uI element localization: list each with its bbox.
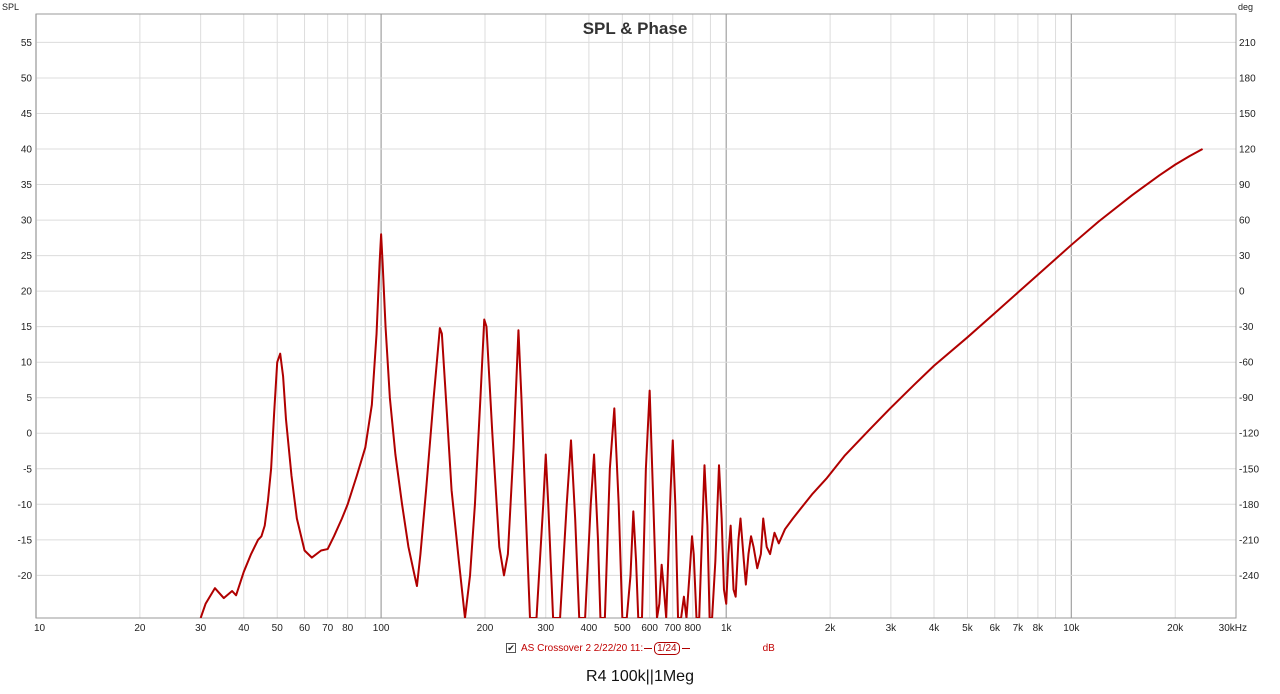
y-tick-label-left: -10 (18, 500, 33, 511)
y-tick-label-right: 120 (1239, 145, 1256, 156)
x-tick-label: 100 (373, 623, 390, 634)
y-tick-label-left: 55 (21, 38, 33, 49)
y-tick-label-right: -180 (1239, 500, 1259, 511)
y-tick-label-right: 60 (1239, 216, 1251, 227)
y-tick-label-right: -60 (1239, 358, 1254, 369)
x-tick-label: 400 (581, 623, 598, 634)
chart-title: SPL & Phase (583, 19, 688, 38)
x-tick-label: 200 (477, 623, 494, 634)
x-tick-label: 700 (664, 623, 681, 634)
y-tick-label-left: -5 (23, 464, 32, 475)
y-tick-label-right: 180 (1239, 73, 1256, 84)
x-tick-label: 8k (1033, 623, 1045, 634)
y-tick-label-right: 90 (1239, 180, 1251, 191)
plot-frame (35, 13, 1237, 619)
x-tick-label: 10k (1063, 623, 1080, 634)
y-tick-label-left: 15 (21, 322, 33, 333)
x-tick-label: 2k (825, 623, 837, 634)
y-tick-label-left: -20 (18, 571, 33, 582)
y-tick-label-right: 210 (1239, 38, 1256, 49)
x-tick-label: 70 (322, 623, 334, 634)
y-tick-label-right: -120 (1239, 429, 1259, 440)
y-tick-label-left: 50 (21, 73, 33, 84)
y-tick-label-right: -210 (1239, 535, 1259, 546)
footer-caption: R4 100k||1Meg (586, 668, 694, 685)
x-tick-label: 20k (1167, 623, 1184, 634)
legend-unit-label: dB (762, 642, 775, 654)
x-tick-label: 80 (342, 623, 354, 634)
x-tick-label: 5k (962, 623, 974, 634)
x-axis-ticks: 10 20 30 40 50 60 70 80 100 200 300 400 500 600 700 800… (34, 623, 1247, 634)
y-tick-label-left: -15 (18, 535, 33, 546)
y-tick-label-left: 35 (21, 180, 33, 191)
y-tick-label-right: 150 (1239, 109, 1256, 120)
x-tick-label: 20 (134, 623, 146, 634)
x-tick-label: 3k (886, 623, 898, 634)
x-tick-label: 40 (238, 623, 250, 634)
y-tick-label-right: 30 (1239, 251, 1251, 262)
x-tick-label: 1k (721, 623, 733, 634)
y-axis-right-label: deg (1238, 2, 1253, 12)
x-tick-label: 600 (641, 623, 658, 634)
legend-smoothing-label[interactable]: 1/24 (654, 641, 680, 655)
grid-lines (35, 14, 1237, 618)
y-tick-label-left: 25 (21, 251, 33, 262)
y-tick-label-left: 45 (21, 109, 33, 120)
x-tick-label: 30kHz (1219, 623, 1247, 634)
y-axis-left-label: SPL (2, 2, 19, 12)
y-tick-label-right: -90 (1239, 393, 1254, 404)
legend-series-checkbox[interactable]: ✔ (506, 643, 516, 653)
y-tick-label-right: -30 (1239, 322, 1254, 333)
x-tick-label: 50 (272, 623, 284, 634)
x-tick-label: 4k (929, 623, 941, 634)
x-tick-label: 30 (195, 623, 207, 634)
legend-line-swatch-left (644, 647, 653, 649)
legend-series-label[interactable]: AS Crossover 2 2/22/20 11: (521, 642, 644, 654)
y-tick-label-left: 0 (26, 429, 32, 440)
x-tick-label: 6k (989, 623, 1001, 634)
y-tick-label-left: 30 (21, 216, 33, 227)
x-tick-label: 60 (299, 623, 311, 634)
series-layer (199, 148, 1204, 618)
y-tick-label-left: 10 (21, 358, 33, 369)
legend-line-swatch-right (681, 647, 690, 649)
x-tick-label: 10 (34, 623, 46, 634)
x-tick-label: 7k (1013, 623, 1025, 634)
y-tick-label-right: -240 (1239, 571, 1259, 582)
spl-series-line (199, 148, 1204, 618)
legend: ✔ AS Crossover 2 2/22/20 11: 1/24 dB (506, 641, 775, 655)
x-tick-label: 800 (684, 623, 701, 634)
y-tick-label-left: 5 (26, 393, 32, 404)
y-tick-label-left: 20 (21, 287, 33, 298)
x-tick-label: 300 (537, 623, 554, 634)
y-tick-label-left: 40 (21, 145, 33, 156)
y-tick-label-right: -150 (1239, 464, 1259, 475)
y-axis-right-ticks: 210 180 150 120 90 60 30 0 -30 -60 -90 -120 -150 -180… (1239, 38, 1259, 582)
y-tick-label-right: 0 (1239, 287, 1245, 298)
x-tick-label: 500 (614, 623, 631, 634)
